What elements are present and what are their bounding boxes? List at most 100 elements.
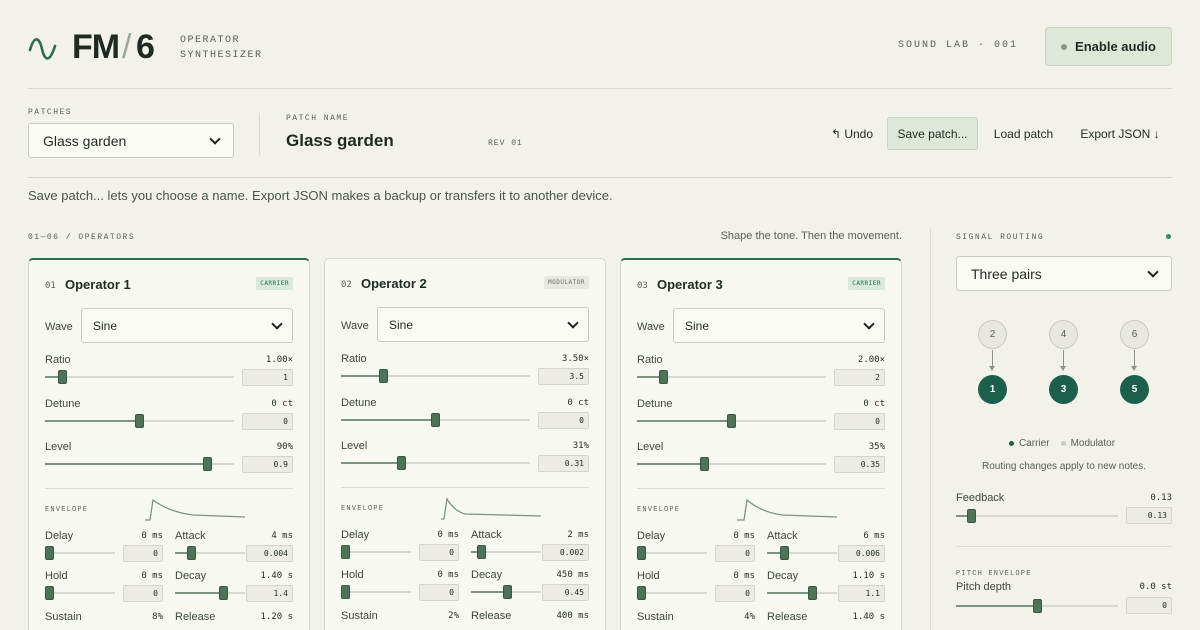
detune-input[interactable]: 0 bbox=[834, 413, 885, 430]
level-input[interactable]: 0.31 bbox=[538, 455, 589, 472]
level-slider[interactable] bbox=[637, 457, 826, 471]
slider-thumb[interactable] bbox=[727, 414, 736, 428]
slider-thumb[interactable] bbox=[379, 369, 388, 383]
ratio-label: Ratio bbox=[637, 354, 663, 366]
slider-thumb[interactable] bbox=[659, 370, 668, 384]
pitch-depth-input[interactable]: 0 bbox=[1126, 597, 1172, 614]
decay-input[interactable]: 1.4 bbox=[246, 585, 293, 602]
decay-slider[interactable] bbox=[767, 586, 837, 600]
slider-thumb[interactable] bbox=[477, 545, 486, 559]
wave-select[interactable]: Sine bbox=[377, 307, 589, 342]
slider-thumb[interactable] bbox=[637, 586, 646, 600]
feedback-slider[interactable] bbox=[956, 509, 1118, 523]
hold-input[interactable]: 0 bbox=[123, 585, 163, 602]
slider-fill bbox=[45, 376, 62, 378]
panel-divider bbox=[930, 228, 931, 630]
detune-slider[interactable] bbox=[637, 414, 826, 428]
slider-thumb[interactable] bbox=[700, 457, 709, 471]
detune-label: Detune bbox=[45, 398, 81, 410]
save-patch-button[interactable]: Save patch... bbox=[887, 117, 978, 150]
detune-slider[interactable] bbox=[341, 413, 530, 427]
detune-value: 0 ct bbox=[863, 399, 885, 409]
attack-input[interactable]: 0.004 bbox=[246, 545, 293, 562]
hold-slider[interactable] bbox=[341, 585, 411, 599]
patch-name-field[interactable]: Glass garden bbox=[286, 131, 394, 150]
ratio-input[interactable]: 2 bbox=[834, 369, 885, 386]
hold-slider[interactable] bbox=[637, 586, 707, 600]
slider-thumb[interactable] bbox=[637, 546, 646, 560]
delay-value: 0 ms bbox=[141, 531, 163, 541]
slider-thumb[interactable] bbox=[967, 509, 976, 523]
routing-select[interactable]: Three pairs bbox=[956, 256, 1172, 291]
undo-button[interactable]: ↰ Undo bbox=[830, 126, 874, 141]
attack-value: 4 ms bbox=[271, 531, 293, 541]
slider-thumb[interactable] bbox=[135, 414, 144, 428]
detune-input[interactable]: 0 bbox=[538, 412, 589, 429]
slider-thumb[interactable] bbox=[45, 546, 54, 560]
decay-input[interactable]: 1.1 bbox=[838, 585, 885, 602]
slider-thumb[interactable] bbox=[1033, 599, 1042, 613]
delay-slider[interactable] bbox=[45, 546, 115, 560]
level-slider[interactable] bbox=[45, 457, 234, 471]
ratio-slider[interactable] bbox=[637, 370, 826, 384]
slider-thumb[interactable] bbox=[431, 413, 440, 427]
load-patch-button[interactable]: Load patch bbox=[993, 126, 1054, 141]
hold-input[interactable]: 0 bbox=[419, 584, 459, 601]
slider-thumb[interactable] bbox=[203, 457, 212, 471]
ratio-input[interactable]: 1 bbox=[242, 369, 293, 386]
ratio-slider[interactable] bbox=[45, 370, 234, 384]
level-input[interactable]: 0.35 bbox=[834, 456, 885, 473]
release-value: 400 ms bbox=[556, 611, 589, 621]
slider-thumb[interactable] bbox=[219, 586, 228, 600]
wave-select[interactable]: Sine bbox=[673, 308, 885, 343]
level-slider[interactable] bbox=[341, 456, 530, 470]
slider-thumb[interactable] bbox=[397, 456, 406, 470]
detune-slider[interactable] bbox=[45, 414, 234, 428]
slider-thumb[interactable] bbox=[45, 586, 54, 600]
slider-thumb[interactable] bbox=[808, 586, 817, 600]
hold-slider[interactable] bbox=[45, 586, 115, 600]
delay-slider[interactable] bbox=[637, 546, 707, 560]
attack-slider[interactable] bbox=[471, 545, 541, 559]
patch-select[interactable]: Glass garden bbox=[28, 123, 234, 158]
attack-slider[interactable] bbox=[767, 546, 837, 560]
arrow-head-icon bbox=[1060, 366, 1066, 371]
slider-fill bbox=[956, 605, 1037, 607]
slider-thumb[interactable] bbox=[341, 585, 350, 599]
sustain-value: 8% bbox=[152, 612, 163, 622]
pitch-depth-slider[interactable] bbox=[956, 599, 1118, 613]
decay-slider[interactable] bbox=[175, 586, 245, 600]
delay-input[interactable]: 0 bbox=[123, 545, 163, 562]
attack-input[interactable]: 0.006 bbox=[838, 545, 885, 562]
slider-thumb[interactable] bbox=[503, 585, 512, 599]
attack-slider[interactable] bbox=[175, 546, 245, 560]
slider-thumb[interactable] bbox=[341, 545, 350, 559]
slider-thumb[interactable] bbox=[58, 370, 67, 384]
delay-input[interactable]: 0 bbox=[715, 545, 755, 562]
release-label: Release bbox=[175, 611, 216, 623]
decay-slider[interactable] bbox=[471, 585, 541, 599]
wave-select[interactable]: Sine bbox=[81, 308, 293, 343]
slider-thumb[interactable] bbox=[187, 546, 196, 560]
ratio-slider[interactable] bbox=[341, 369, 530, 383]
export-json-button[interactable]: Export JSON ↓ bbox=[1080, 126, 1160, 141]
routing-arrow bbox=[1134, 350, 1135, 370]
ratio-input[interactable]: 3.5 bbox=[538, 368, 589, 385]
subtitle-line-1: OPERATOR bbox=[180, 35, 241, 46]
chevron-down-icon bbox=[209, 132, 221, 145]
decay-input[interactable]: 0.45 bbox=[542, 584, 589, 601]
detune-input[interactable]: 0 bbox=[242, 413, 293, 430]
delay-slider[interactable] bbox=[341, 545, 411, 559]
decay-label: Decay bbox=[471, 569, 503, 581]
feedback-input[interactable]: 0.13 bbox=[1126, 507, 1172, 524]
modulator-node: 4 bbox=[1049, 320, 1078, 349]
detune-label: Detune bbox=[637, 398, 673, 410]
level-input[interactable]: 0.9 bbox=[242, 456, 293, 473]
level-label: Level bbox=[45, 441, 72, 453]
enable-audio-button[interactable]: Enable audio bbox=[1045, 27, 1172, 66]
delay-input[interactable]: 0 bbox=[419, 544, 459, 561]
hold-input[interactable]: 0 bbox=[715, 585, 755, 602]
slider-thumb[interactable] bbox=[780, 546, 789, 560]
attack-input[interactable]: 0.002 bbox=[542, 544, 589, 561]
